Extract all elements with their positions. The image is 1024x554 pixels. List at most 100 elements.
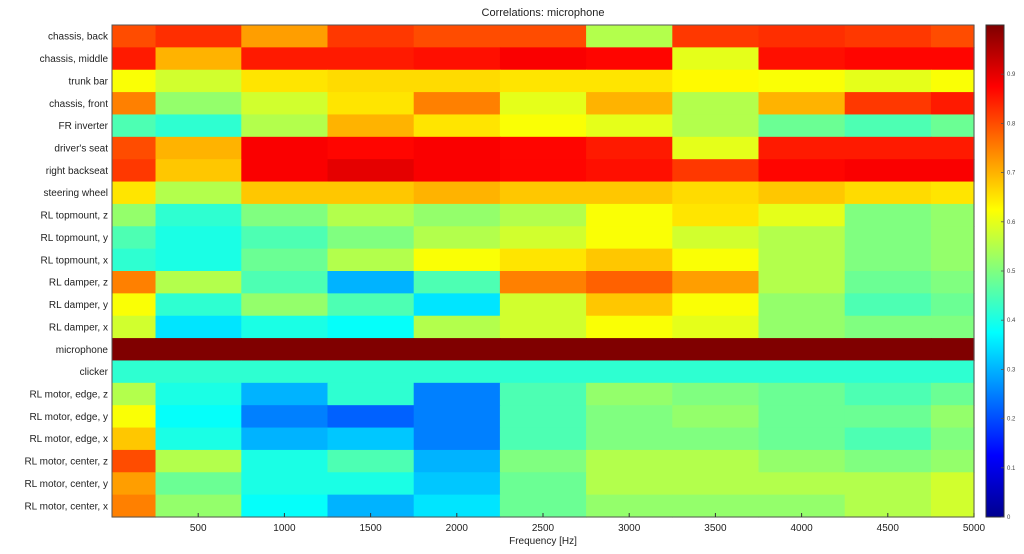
heatmap-cell xyxy=(327,494,415,518)
heatmap-cell xyxy=(155,248,242,272)
heatmap-cell xyxy=(413,136,501,160)
heatmap-cell xyxy=(844,315,932,339)
heatmap-cell xyxy=(413,69,501,93)
row-label: right backseat xyxy=(46,166,108,177)
heatmap-cell xyxy=(112,203,157,227)
heatmap-cell xyxy=(758,494,846,518)
heatmap-cell xyxy=(499,338,587,362)
heatmap-cell xyxy=(586,405,673,429)
heatmap-cell xyxy=(672,315,760,339)
heatmap-cell xyxy=(499,136,587,160)
heatmap-cell xyxy=(844,494,932,518)
x-tick-label: 5000 xyxy=(963,523,986,534)
x-tick-label: 3000 xyxy=(618,523,641,534)
x-tick-label: 2000 xyxy=(446,523,469,534)
heatmap-cell xyxy=(672,203,760,227)
x-tick-label: 1500 xyxy=(359,523,382,534)
heatmap-cell xyxy=(112,293,157,317)
heatmap-cell xyxy=(930,69,975,93)
row-label: RL topmount, y xyxy=(41,233,108,244)
heatmap-cell xyxy=(672,47,760,71)
heatmap-cell xyxy=(413,25,501,48)
row-label: RL motor, edge, z xyxy=(29,390,108,401)
heatmap-cell xyxy=(241,494,329,518)
row-label: trunk bar xyxy=(69,76,109,87)
heatmap-cell xyxy=(930,472,975,496)
row-label: RL topmount, x xyxy=(41,255,108,266)
heatmap-cell xyxy=(155,315,242,339)
heatmap-cell xyxy=(758,293,846,317)
heatmap-cell xyxy=(930,494,975,518)
heatmap-cell xyxy=(586,159,673,183)
heatmap-cell xyxy=(499,271,587,294)
heatmap-cell xyxy=(155,181,242,205)
heatmap-cell xyxy=(112,136,157,160)
heatmap-cell xyxy=(413,271,501,294)
heatmap-cell xyxy=(413,92,501,116)
heatmap-cell xyxy=(155,69,242,93)
heatmap-cell xyxy=(327,248,415,272)
heatmap-cell xyxy=(155,114,242,138)
heatmap-cell xyxy=(499,494,587,518)
heatmap-cell xyxy=(413,315,501,339)
row-label: RL motor, edge, x xyxy=(29,434,108,445)
heatmap-cell xyxy=(672,271,760,294)
heatmap-cell xyxy=(112,25,157,48)
heatmap-cell xyxy=(155,203,242,227)
heatmap-cell xyxy=(327,136,415,160)
heatmap-cell xyxy=(327,360,415,384)
heatmap-cell xyxy=(844,338,932,362)
row-label: RL motor, center, z xyxy=(24,457,108,468)
heatmap-cell xyxy=(930,226,975,250)
heatmap-cell xyxy=(758,159,846,183)
heatmap-cell xyxy=(844,226,932,250)
heatmap-cell xyxy=(327,449,415,473)
heatmap-cell xyxy=(586,472,673,496)
heatmap-cell xyxy=(844,449,932,473)
heatmap-cell xyxy=(241,136,329,160)
heatmap-cell xyxy=(327,338,415,362)
heatmap-cell xyxy=(241,159,329,183)
heatmap-cell xyxy=(930,203,975,227)
heatmap-cell xyxy=(844,159,932,183)
heatmap-cell xyxy=(241,92,329,116)
colorbar-tick-label: 0.7 xyxy=(1007,171,1016,177)
heatmap-cell xyxy=(155,226,242,250)
heatmap-cell xyxy=(672,92,760,116)
row-label: RL damper, y xyxy=(49,300,108,311)
heatmap-cell xyxy=(586,136,673,160)
heatmap-cell xyxy=(586,338,673,362)
heatmap-cell xyxy=(758,114,846,138)
heatmap-cell xyxy=(241,427,329,451)
heatmap-cell xyxy=(241,449,329,473)
heatmap-cell xyxy=(327,427,415,451)
heatmap-cell xyxy=(499,25,587,48)
heatmap-cell xyxy=(930,114,975,138)
x-tick-label: 4000 xyxy=(790,523,813,534)
heatmap-cell xyxy=(327,293,415,317)
row-label: microphone xyxy=(56,345,109,356)
heatmap-cell xyxy=(758,25,846,48)
heatmap-cell xyxy=(112,405,157,429)
heatmap-cell xyxy=(499,315,587,339)
heatmap-cell xyxy=(112,494,157,518)
heatmap-cell xyxy=(758,248,846,272)
heatmap-cell xyxy=(930,271,975,294)
heatmap-cell xyxy=(112,159,157,183)
heatmap-cell xyxy=(241,181,329,205)
heatmap-cell xyxy=(241,293,329,317)
heatmap-cell xyxy=(112,271,157,294)
row-label: chassis, front xyxy=(49,99,108,110)
heatmap-cell xyxy=(112,449,157,473)
heatmap-cell xyxy=(327,25,415,48)
heatmap-cell xyxy=(930,382,975,406)
heatmap-cells xyxy=(112,25,975,518)
heatmap-cell xyxy=(499,226,587,250)
heatmap-cell xyxy=(672,114,760,138)
heatmap-cell xyxy=(758,427,846,451)
heatmap-cell xyxy=(844,382,932,406)
heatmap-cell xyxy=(758,449,846,473)
heatmap-cell xyxy=(241,271,329,294)
heatmap-cell xyxy=(413,47,501,71)
